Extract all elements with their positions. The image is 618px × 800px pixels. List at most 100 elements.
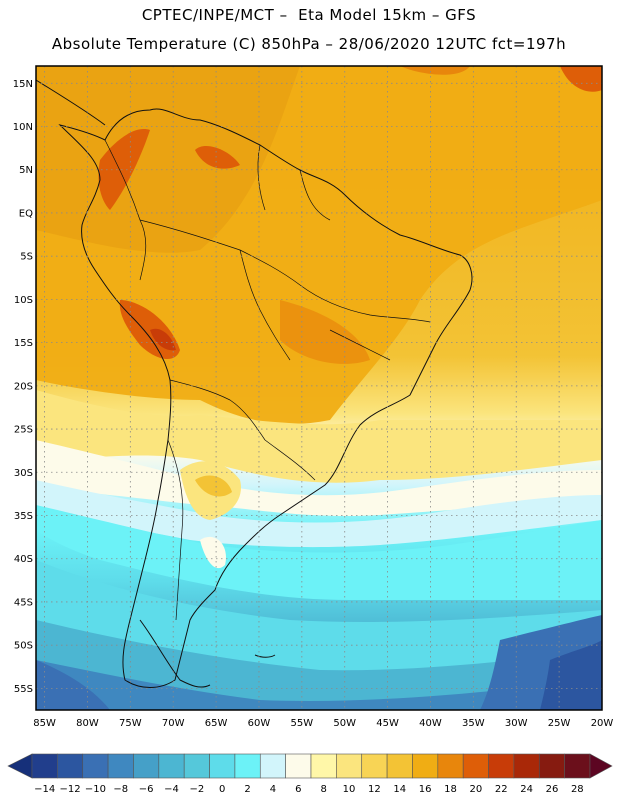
hot-spot-north-ocean bbox=[400, 66, 470, 75]
colorbar-swatch bbox=[57, 753, 84, 779]
border-guianas bbox=[299, 169, 331, 221]
lon-label: 55W bbox=[291, 718, 314, 729]
colorbar-label: −6 bbox=[139, 784, 154, 795]
colorbar-label: −12 bbox=[59, 784, 80, 795]
patagonia-warm-patch bbox=[200, 536, 226, 569]
colorbar-swatch bbox=[361, 753, 388, 779]
colorbar-label: 18 bbox=[444, 784, 457, 795]
lon-label: 30W bbox=[505, 718, 528, 729]
lon-label: 60W bbox=[248, 718, 271, 729]
colorbar-label: 10 bbox=[343, 784, 356, 795]
colorbar-label: −10 bbox=[85, 784, 106, 795]
colorbar-swatch bbox=[513, 753, 540, 779]
border-chile-argentina bbox=[167, 439, 184, 621]
hot-spot-northeast bbox=[560, 66, 602, 92]
border-paraguay-uruguay bbox=[264, 439, 316, 481]
colorbar-label: 24 bbox=[520, 784, 533, 795]
colorbar-swatch bbox=[386, 753, 413, 779]
border-brazil-states bbox=[329, 329, 391, 361]
colorbar-swatch bbox=[310, 753, 337, 779]
brazil-warm-patch bbox=[280, 300, 370, 364]
lat-label: 10S bbox=[14, 295, 33, 306]
colorbar-label: 28 bbox=[571, 784, 584, 795]
central-america-coastline bbox=[36, 79, 106, 126]
falklands-coast bbox=[254, 654, 276, 658]
band-minus4c bbox=[36, 620, 602, 710]
colorbar-label: −2 bbox=[189, 784, 204, 795]
colorbar-swatch bbox=[437, 753, 464, 779]
colorbar-label: −14 bbox=[34, 784, 55, 795]
lon-label: 25W bbox=[548, 718, 571, 729]
lat-label: 15N bbox=[13, 79, 33, 90]
continent-warm-region bbox=[36, 66, 300, 253]
band-4c bbox=[36, 480, 602, 548]
lon-label: 75W bbox=[119, 718, 142, 729]
colorbar-swatch bbox=[158, 753, 185, 779]
longitude-axis: 85W 80W 75W 70W 65W 60W 55W 50W 45W 40W 35W 30W 25W 2… bbox=[33, 718, 613, 729]
colorbar-swatch bbox=[209, 753, 236, 779]
colorbar-label: 0 bbox=[219, 784, 225, 795]
colorbar-swatch bbox=[133, 753, 160, 779]
colorbar-label: 6 bbox=[295, 784, 301, 795]
colorbar-swatch bbox=[183, 753, 210, 779]
lon-label: 20W bbox=[591, 718, 614, 729]
band-10c bbox=[36, 390, 602, 483]
lon-label: 35W bbox=[462, 718, 485, 729]
lon-label: 65W bbox=[205, 718, 228, 729]
colorbar-swatch bbox=[538, 753, 565, 779]
lon-label: 45W bbox=[376, 718, 399, 729]
chart-title-line1: CPTEC/INPE/MCT – Eta Model 15km – GFS bbox=[141, 6, 477, 24]
colorbar: −14 −12 −10 −8 −6 −4 −2 0 2 4 6 8 10 12 14 16 18 20 22 24 26… bbox=[7, 753, 613, 795]
latitude-axis: 15N 10N 5N EQ 5S 10S 15S 20S 25S 30S 35S 40S 45S 50S 5… bbox=[13, 79, 33, 695]
border-colombia-ecuador bbox=[104, 139, 147, 281]
lon-label: 40W bbox=[419, 718, 442, 729]
coldest-region-southeast bbox=[540, 640, 602, 710]
colorbar-swatch bbox=[488, 753, 515, 779]
colorbar-swatch bbox=[82, 753, 109, 779]
lat-label: 35S bbox=[14, 511, 33, 522]
colorbar-label: 12 bbox=[368, 784, 381, 795]
colorbar-label: 4 bbox=[270, 784, 276, 795]
colorbar-label: 22 bbox=[495, 784, 508, 795]
lat-label: 15S bbox=[14, 338, 33, 349]
lon-label: 70W bbox=[162, 718, 185, 729]
lon-label: 85W bbox=[33, 718, 56, 729]
border-brazil-north-states bbox=[299, 284, 431, 323]
lon-label: 50W bbox=[333, 718, 356, 729]
colorbar-swatch bbox=[412, 753, 439, 779]
cold-region-southwest bbox=[36, 660, 110, 710]
coastlines bbox=[36, 79, 473, 688]
colorbar-swatch bbox=[234, 753, 261, 779]
colorbar-label: −8 bbox=[113, 784, 128, 795]
colorbar-label: 16 bbox=[419, 784, 432, 795]
border-bolivia-brazil bbox=[239, 249, 291, 361]
lat-label: 5S bbox=[20, 252, 33, 263]
colorbar-label: −4 bbox=[164, 784, 179, 795]
border-colombia-peru-brazil bbox=[139, 219, 301, 286]
lat-label: 20S bbox=[14, 381, 33, 392]
lat-label: 10N bbox=[13, 122, 33, 133]
plot-frame bbox=[35, 65, 603, 711]
colorbar-swatch bbox=[336, 753, 363, 779]
colorbar-label: 26 bbox=[546, 784, 559, 795]
colorbar-swatch bbox=[564, 753, 591, 779]
lat-label: 45S bbox=[14, 597, 33, 608]
venezuela-warm-patch bbox=[195, 145, 240, 169]
lat-label: 5N bbox=[19, 165, 33, 176]
band-6c bbox=[36, 440, 602, 517]
south-america-coastline bbox=[58, 108, 473, 688]
colorbar-swatch bbox=[285, 753, 312, 779]
temperature-field bbox=[36, 66, 602, 710]
lat-label: 30S bbox=[14, 468, 33, 479]
altiplano-hot-patch bbox=[150, 328, 176, 351]
colorbar-swatch bbox=[259, 753, 286, 779]
colorbar-label: 2 bbox=[244, 784, 250, 795]
band-2c bbox=[36, 505, 602, 600]
lat-label: EQ bbox=[19, 208, 33, 219]
colorbar-swatch bbox=[462, 753, 489, 779]
lat-label: 40S bbox=[14, 554, 33, 565]
argentina-warm-core bbox=[195, 475, 232, 497]
band-minus8c bbox=[36, 660, 602, 710]
colorbar-under-arrow bbox=[7, 753, 33, 779]
